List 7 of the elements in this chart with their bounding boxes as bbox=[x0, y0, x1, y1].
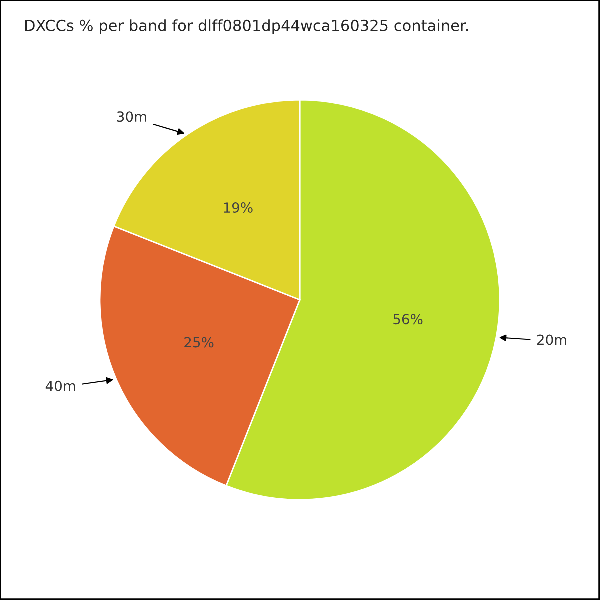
slice-label: 30m bbox=[117, 112, 146, 122]
data-label: 19% bbox=[224, 202, 253, 214]
data-label: 56% bbox=[394, 314, 423, 325]
chart-title: DXCCs % per band for dlff0801dp44wca160325 container. bbox=[26, 20, 468, 34]
data-label: 25% bbox=[184, 337, 214, 348]
slice-label: 20m bbox=[537, 334, 566, 346]
slice-label: 40m bbox=[46, 380, 76, 392]
